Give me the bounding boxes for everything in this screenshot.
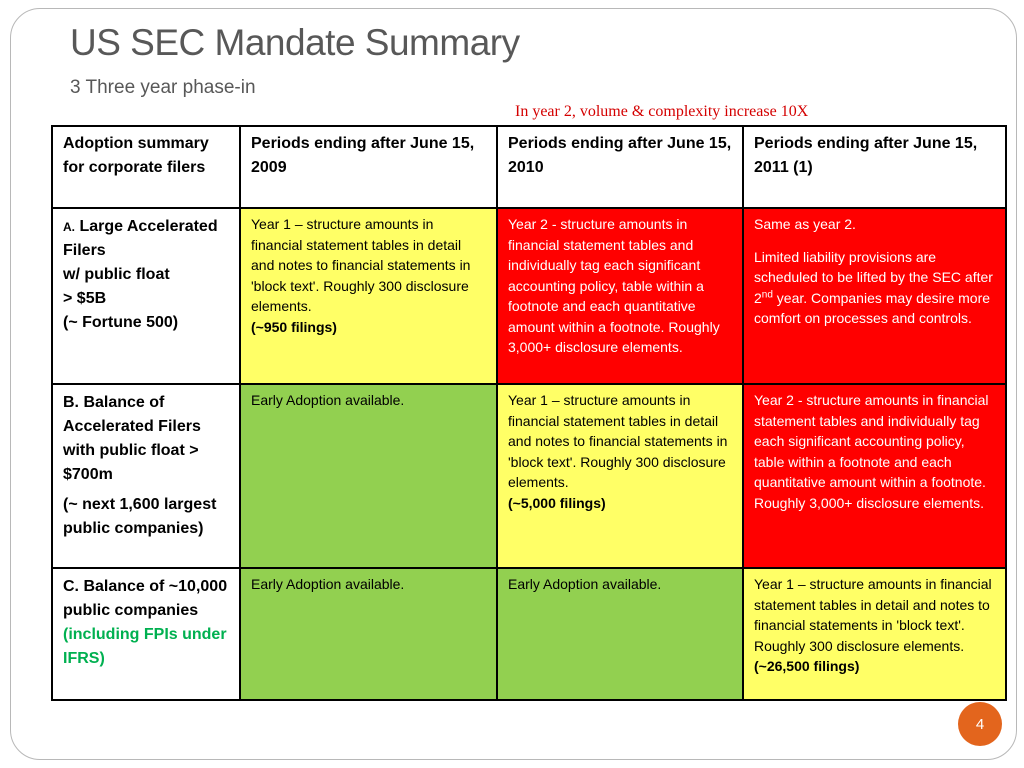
cell-a-2010: Year 2 - structure amounts in financial … xyxy=(496,207,744,385)
cell-a-2011-para2-start: Limited liability provisions are schedul… xyxy=(754,248,993,306)
header-period-2009: Periods ending after June 15, 2009 xyxy=(239,125,498,209)
cell-b-2009-text: Early Adoption available. xyxy=(251,392,405,408)
row-label-a-line1: Large Accelerated Filers xyxy=(63,218,218,259)
cell-c-2011: Year 1 – structure amounts in financial … xyxy=(742,567,1007,701)
row-label-c-fpi: (including FPIs under IFRS) xyxy=(63,626,227,667)
cell-c-2009-text: Early Adoption available. xyxy=(251,576,405,592)
cell-a-2011-para1: Same as year 2. xyxy=(754,216,856,232)
volume-note: In year 2, volume & complexity increase … xyxy=(515,103,809,120)
table-row-large-accelerated: A. Large Accelerated Filers w/ public fl… xyxy=(51,207,1007,385)
cell-a-2009-text: Year 1 – structure amounts in financial … xyxy=(251,216,471,314)
row-label-b-line1: B. Balance of Accelerated Filers with pu… xyxy=(63,394,201,483)
cell-b-2010: Year 1 – structure amounts in financial … xyxy=(496,383,744,569)
cell-a-2009: Year 1 – structure amounts in financial … xyxy=(239,207,498,385)
cell-a-2011: Same as year 2. Limited liability provis… xyxy=(742,207,1007,385)
cell-c-2011-text: Year 1 – structure amounts in financial … xyxy=(754,576,992,654)
row-label-b-line2: (~ next 1,600 largest public companies) xyxy=(63,496,217,537)
cell-b-2009: Early Adoption available. xyxy=(239,383,498,569)
header-period-2010: Periods ending after June 15, 2010 xyxy=(496,125,744,209)
cell-b-2011: Year 2 - structure amounts in financial … xyxy=(742,383,1007,569)
slide-subtitle: 3 Three year phase-in xyxy=(70,77,256,98)
mandate-summary-table: Adoption summary for corporate filers Pe… xyxy=(51,125,1007,701)
header-period-2011: Periods ending after June 15, 2011 (1) xyxy=(742,125,1007,209)
cell-a-2011-para2-end: year. Companies may desire more comfort … xyxy=(754,289,991,327)
slide-title: US SEC Mandate Summary xyxy=(70,22,520,63)
cell-a-2009-filings: (~950 filings) xyxy=(251,318,337,335)
cell-b-2010-text: Year 1 – structure amounts in financial … xyxy=(508,392,728,490)
header-adoption-summary: Adoption summary for corporate filers xyxy=(51,125,241,209)
page-number-badge: 4 xyxy=(958,702,1002,746)
cell-a-2011-para2-sup: nd xyxy=(761,288,773,300)
cell-a-2010-text: Year 2 - structure amounts in financial … xyxy=(508,216,720,355)
cell-b-2010-filings: (~5,000 filings) xyxy=(508,494,606,511)
cell-c-2010: Early Adoption available. xyxy=(496,567,744,701)
row-label-balance-public: C. Balance of ~10,000 public companies (… xyxy=(51,567,241,701)
row-label-a-prefix: A. xyxy=(63,220,75,234)
row-label-balance-accelerated: B. Balance of Accelerated Filers with pu… xyxy=(51,383,241,569)
table-header-row: Adoption summary for corporate filers Pe… xyxy=(51,125,1007,209)
cell-c-2010-text: Early Adoption available. xyxy=(508,576,662,592)
row-label-a-line3: > $5B xyxy=(63,290,107,307)
row-label-large-accelerated: A. Large Accelerated Filers w/ public fl… xyxy=(51,207,241,385)
row-label-a-line2: w/ public float xyxy=(63,266,170,283)
cell-a-2011-para2: Limited liability provisions are schedul… xyxy=(754,247,995,329)
cell-c-2009: Early Adoption available. xyxy=(239,567,498,701)
row-label-a-line4: (~ Fortune 500) xyxy=(63,314,179,331)
table-row-balance-public: C. Balance of ~10,000 public companies (… xyxy=(51,567,1007,701)
row-label-c-main: C. Balance of ~10,000 public companies xyxy=(63,578,228,619)
table-row-balance-accelerated: B. Balance of Accelerated Filers with pu… xyxy=(51,383,1007,569)
cell-c-2011-filings: (~26,500 filings) xyxy=(754,658,860,674)
cell-b-2011-text: Year 2 - structure amounts in financial … xyxy=(754,392,989,511)
